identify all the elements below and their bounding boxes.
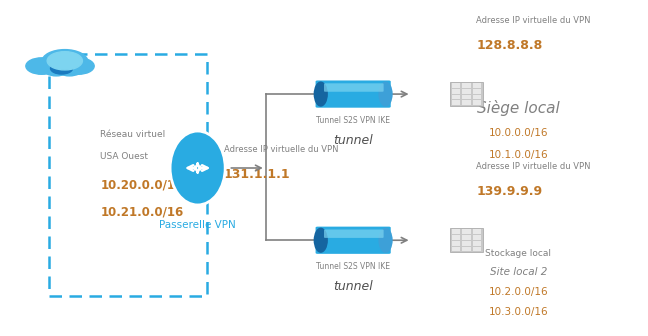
Text: Site local 2: Site local 2 [490, 267, 547, 277]
FancyBboxPatch shape [450, 82, 483, 106]
FancyBboxPatch shape [452, 241, 461, 246]
Ellipse shape [378, 228, 393, 253]
FancyBboxPatch shape [452, 247, 461, 251]
FancyBboxPatch shape [463, 94, 470, 99]
FancyBboxPatch shape [472, 235, 481, 240]
FancyBboxPatch shape [450, 228, 483, 252]
Text: Siège local: Siège local [477, 99, 560, 116]
FancyBboxPatch shape [463, 89, 470, 94]
FancyBboxPatch shape [463, 241, 470, 246]
FancyBboxPatch shape [452, 100, 461, 105]
Circle shape [62, 58, 94, 74]
Text: Passerelle VPN: Passerelle VPN [159, 220, 236, 230]
Text: tunnel: tunnel [333, 134, 373, 147]
Text: 128.8.8.8: 128.8.8.8 [476, 39, 542, 52]
Text: Stockage local: Stockage local [485, 249, 551, 258]
Text: USA Ouest: USA Ouest [100, 152, 148, 161]
Text: Réseau virtuel: Réseau virtuel [100, 130, 166, 139]
FancyBboxPatch shape [472, 100, 481, 105]
FancyBboxPatch shape [316, 227, 391, 254]
Ellipse shape [314, 228, 328, 253]
Text: 10.21.0.0/16: 10.21.0.0/16 [100, 205, 183, 218]
Text: 10.0.0.0/16: 10.0.0.0/16 [489, 128, 548, 138]
FancyBboxPatch shape [452, 94, 461, 99]
FancyBboxPatch shape [324, 229, 384, 238]
Ellipse shape [378, 82, 393, 107]
FancyBboxPatch shape [452, 89, 461, 94]
FancyBboxPatch shape [463, 83, 470, 88]
Text: Adresse IP virtuelle du VPN: Adresse IP virtuelle du VPN [224, 145, 338, 154]
FancyBboxPatch shape [452, 235, 461, 240]
Text: Adresse IP virtuelle du VPN: Adresse IP virtuelle du VPN [476, 162, 591, 171]
Circle shape [26, 58, 58, 74]
FancyBboxPatch shape [463, 229, 470, 234]
Text: Tunnel S2S VPN IKE: Tunnel S2S VPN IKE [316, 116, 390, 125]
Circle shape [43, 62, 69, 76]
Ellipse shape [314, 82, 328, 107]
Text: 10.2.0.0/16: 10.2.0.0/16 [489, 287, 548, 297]
Circle shape [42, 50, 87, 73]
Circle shape [51, 62, 73, 74]
Text: 10.3.0.0/16: 10.3.0.0/16 [489, 307, 548, 318]
Text: tunnel: tunnel [333, 280, 373, 293]
FancyBboxPatch shape [472, 229, 481, 234]
FancyBboxPatch shape [472, 94, 481, 99]
FancyBboxPatch shape [452, 83, 461, 88]
FancyBboxPatch shape [452, 229, 461, 234]
FancyBboxPatch shape [472, 241, 481, 246]
FancyBboxPatch shape [472, 247, 481, 251]
Ellipse shape [170, 131, 225, 205]
Text: Tunnel S2S VPN IKE: Tunnel S2S VPN IKE [316, 262, 390, 271]
Circle shape [47, 52, 82, 70]
FancyBboxPatch shape [463, 247, 470, 251]
Text: 131.1.1.1: 131.1.1.1 [224, 168, 290, 181]
FancyBboxPatch shape [472, 83, 481, 88]
FancyBboxPatch shape [472, 89, 481, 94]
FancyBboxPatch shape [324, 83, 384, 92]
FancyBboxPatch shape [463, 100, 470, 105]
FancyBboxPatch shape [463, 235, 470, 240]
Circle shape [56, 62, 83, 76]
Text: Adresse IP virtuelle du VPN: Adresse IP virtuelle du VPN [476, 16, 591, 25]
Text: 10.20.0.0/16: 10.20.0.0/16 [100, 178, 183, 191]
Text: 139.9.9.9: 139.9.9.9 [476, 185, 542, 198]
FancyBboxPatch shape [316, 81, 391, 108]
Text: 10.1.0.0/16: 10.1.0.0/16 [489, 150, 548, 160]
